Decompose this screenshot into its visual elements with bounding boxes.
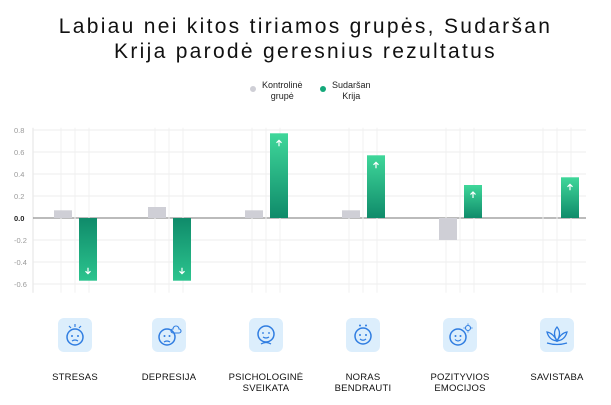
- category-stresas: STRESAS: [35, 318, 115, 383]
- legend-item-kriya: Sudaršan Krija: [320, 80, 371, 102]
- arrow-up-icon: [373, 161, 379, 169]
- arrow-down-icon: [179, 267, 185, 275]
- category-label: PSICHOLOGINĖ SVEIKATA: [228, 372, 304, 394]
- arrow-up-icon: [276, 139, 282, 147]
- legend-label-control-line2: grupė: [270, 91, 294, 101]
- category-label: NORAS BENDRAUTI: [334, 372, 392, 394]
- legend-label-kriya-line2: Krija: [342, 91, 361, 101]
- legend-label-kriya: Sudaršan Krija: [332, 80, 371, 102]
- y-tick-label: -0.2: [14, 236, 27, 245]
- bar-kontroline-grupe: [342, 210, 360, 218]
- lotus-icon: [540, 318, 574, 352]
- bar-sudarsan-krija: [367, 155, 385, 218]
- category-label: DEPRESIJA: [141, 372, 197, 383]
- sad-face-cloud-icon: [152, 318, 186, 352]
- category-label: POZITYVIOS EMOCIJOS: [430, 372, 490, 394]
- bar-sudarsan-krija: [173, 218, 191, 281]
- bar-sudarsan-krija: [79, 218, 97, 281]
- bar-sudarsan-krija: [561, 177, 579, 218]
- category-psichologine-sveikata: PSICHOLOGINĖ SVEIKATA: [226, 318, 306, 394]
- bar-kontroline-grupe: [54, 210, 72, 218]
- bar-sudarsan-krija: [464, 185, 482, 218]
- stressed-face-icon: [58, 318, 92, 352]
- chart-title: Labiau nei kitos tiriamos grupės, Sudarš…: [0, 14, 611, 64]
- happy-face-sun-icon: [443, 318, 477, 352]
- legend-label-kriya-line1: Sudaršan: [332, 80, 371, 90]
- y-tick-label: -0.4: [14, 258, 27, 267]
- y-tick-label: 0.8: [14, 126, 24, 135]
- arrow-up-icon: [567, 183, 573, 191]
- y-tick-label: 0.6: [14, 148, 24, 157]
- category-depresija: DEPRESIJA: [129, 318, 209, 383]
- legend-item-control: Kontrolinė grupė: [250, 80, 303, 102]
- bar-chart: 0.8 0.6 0.4 0.2 0.0 -0.2 -0.4 -0.6: [14, 126, 586, 293]
- legend-label-control-line1: Kontrolinė: [262, 80, 303, 90]
- category-label: SAVISTABA: [530, 372, 584, 383]
- y-tick-label: -0.6: [14, 280, 27, 289]
- category-pozityvios-emocijos: POZITYVIOS EMOCIJOS: [420, 318, 500, 394]
- title-line-1: Labiau nei kitos tiriamos grupės, Sudarš…: [58, 15, 553, 38]
- bar-kontroline-grupe: [148, 207, 166, 218]
- legend-dot-kriya: [320, 86, 326, 92]
- legend-label-control: Kontrolinė grupė: [262, 80, 303, 102]
- category-savistaba: SAVISTABA: [517, 318, 597, 383]
- bar-sudarsan-krija: [270, 133, 288, 218]
- y-tick-label: 0.4: [14, 170, 24, 179]
- bar-kontroline-grupe: [245, 210, 263, 218]
- category-label: STRESAS: [52, 372, 98, 383]
- friendly-face-icon: [346, 318, 380, 352]
- category-noras-bendrauti: NORAS BENDRAUTI: [323, 318, 403, 394]
- title-line-2: Krija parodė geresnius rezultatus: [114, 40, 497, 63]
- legend-dot-control: [250, 86, 256, 92]
- arrow-up-icon: [470, 191, 476, 198]
- bar-kontroline-grupe: [439, 218, 457, 240]
- y-tick-label: 0.2: [14, 192, 24, 201]
- y-tick-label: 0.0: [14, 214, 24, 223]
- calm-face-icon: [249, 318, 283, 352]
- arrow-down-icon: [85, 267, 91, 275]
